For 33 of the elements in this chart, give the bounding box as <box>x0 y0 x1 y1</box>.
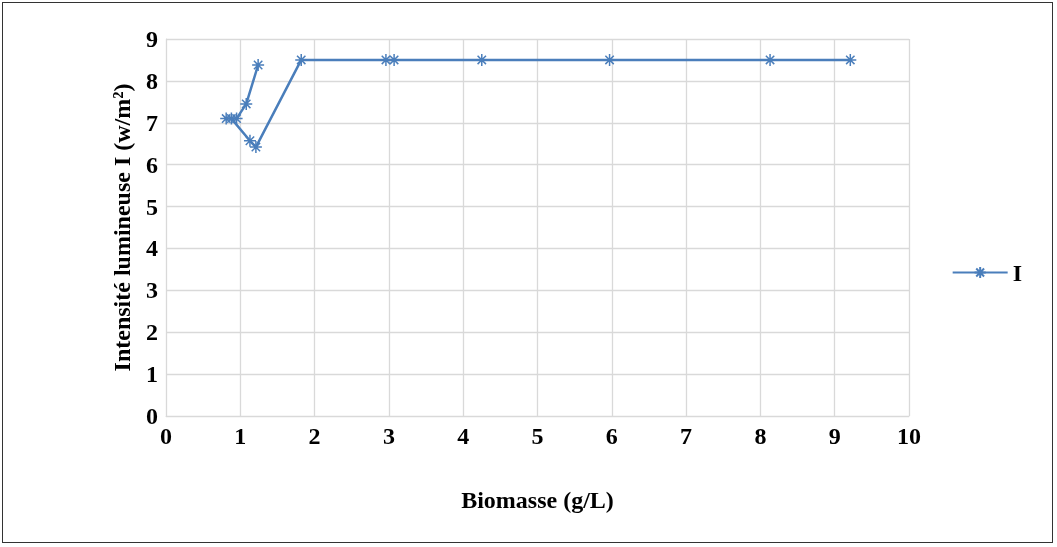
point <box>475 53 489 67</box>
point <box>294 53 308 67</box>
point <box>243 134 257 148</box>
legend-label: I <box>1012 259 1022 286</box>
point <box>219 111 233 126</box>
x-tick-label: 9 <box>828 423 841 449</box>
x-tick-label: 8 <box>754 423 767 449</box>
y-tick-label: 1 <box>146 361 158 388</box>
point <box>251 58 265 72</box>
point <box>843 53 858 67</box>
y-tick-label: 9 <box>146 26 158 52</box>
x-tick-label: 4 <box>457 423 470 449</box>
x-tick-label: 2 <box>308 423 321 449</box>
point <box>763 53 777 67</box>
x-tick-label: 10 <box>897 423 921 449</box>
y-tick-label: 4 <box>146 235 158 262</box>
x-tick-label: 6 <box>605 423 618 449</box>
point <box>379 53 393 67</box>
y-tick-label: 7 <box>146 109 158 136</box>
y-tick-label: 0 <box>146 403 158 429</box>
y-tick-label: 5 <box>146 193 158 220</box>
y-tick-label: 6 <box>146 151 158 178</box>
x-tick-label: 5 <box>531 423 544 449</box>
y-axis-title: Intensité lumineuse I (w/m²) <box>109 83 135 372</box>
x-tick-label: 7 <box>680 423 693 449</box>
y-tick-label: 3 <box>146 277 158 304</box>
y-tick-label: 8 <box>146 67 158 94</box>
y-tick-label: 2 <box>146 319 158 346</box>
x-tick-label: 3 <box>382 423 395 449</box>
point <box>239 97 253 111</box>
point <box>249 140 263 154</box>
x-axis-title: Biomasse (g/L) <box>461 487 614 513</box>
x-tick-label: 1 <box>234 423 247 449</box>
